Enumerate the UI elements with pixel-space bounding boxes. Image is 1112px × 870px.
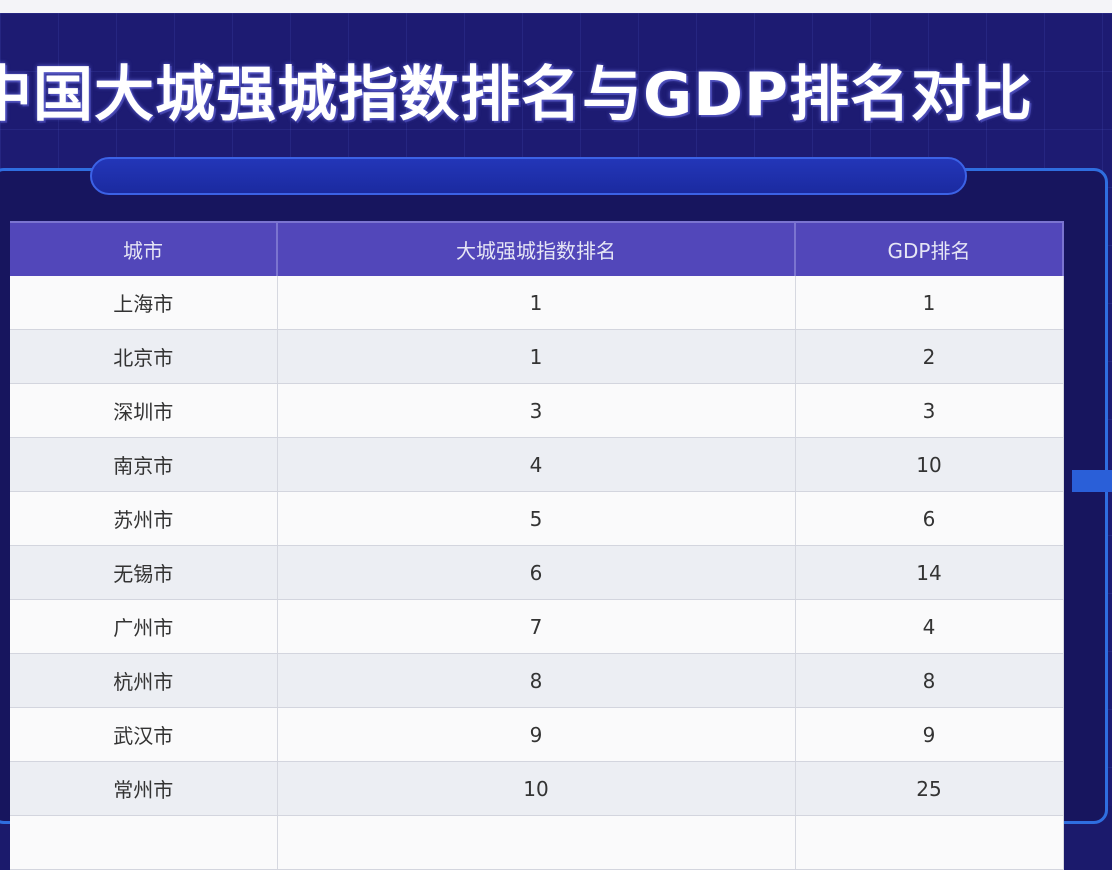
page-title: 中国大城强城指数排名与GDP排名对比 <box>0 60 1034 130</box>
cell-city: 武汉市 <box>10 707 278 762</box>
cell-index-rank: 5 <box>277 491 796 546</box>
table-row: 武汉市 9 9 <box>10 707 1064 762</box>
empty-cell <box>10 815 278 870</box>
cell-index-rank: 6 <box>277 545 796 600</box>
empty-cell <box>795 815 1064 870</box>
table-row: 无锡市 6 14 <box>10 545 1064 600</box>
table-row: 杭州市 8 8 <box>10 653 1064 708</box>
table-header-row: 城市 大城强城指数排名 GDP排名 <box>10 221 1064 276</box>
table-row: 北京市 1 2 <box>10 329 1064 384</box>
cell-gdp-rank: 1 <box>795 276 1064 330</box>
header-bar-decoration <box>90 157 967 195</box>
cell-gdp-rank: 6 <box>795 491 1064 546</box>
table-row: 深圳市 3 3 <box>10 383 1064 438</box>
cell-city: 深圳市 <box>10 383 278 438</box>
cell-gdp-rank: 4 <box>795 599 1064 654</box>
cell-gdp-rank: 10 <box>795 437 1064 492</box>
table-row: 南京市 4 10 <box>10 437 1064 492</box>
frame-decoration <box>1072 470 1112 492</box>
cell-gdp-rank: 3 <box>795 383 1064 438</box>
cell-city: 无锡市 <box>10 545 278 600</box>
cell-index-rank: 8 <box>277 653 796 708</box>
cell-gdp-rank: 2 <box>795 329 1064 384</box>
cell-city: 北京市 <box>10 329 278 384</box>
table-row: 苏州市 5 6 <box>10 491 1064 546</box>
table-row: 上海市 1 1 <box>10 276 1064 330</box>
header-index-rank: 大城强城指数排名 <box>277 221 796 276</box>
top-strip <box>0 0 1112 13</box>
empty-cell <box>277 815 796 870</box>
cell-gdp-rank: 25 <box>795 761 1064 816</box>
cell-city: 杭州市 <box>10 653 278 708</box>
cell-city: 上海市 <box>10 276 278 330</box>
cell-gdp-rank: 9 <box>795 707 1064 762</box>
cell-city: 常州市 <box>10 761 278 816</box>
header-gdp-rank: GDP排名 <box>795 221 1064 276</box>
cell-index-rank: 10 <box>277 761 796 816</box>
table-row-partial <box>10 815 1064 870</box>
header-city: 城市 <box>10 221 278 276</box>
cell-index-rank: 1 <box>277 329 796 384</box>
cell-index-rank: 1 <box>277 276 796 330</box>
cell-gdp-rank: 14 <box>795 545 1064 600</box>
table-row: 广州市 7 4 <box>10 599 1064 654</box>
cell-index-rank: 9 <box>277 707 796 762</box>
cell-city: 苏州市 <box>10 491 278 546</box>
cell-index-rank: 7 <box>277 599 796 654</box>
cell-gdp-rank: 8 <box>795 653 1064 708</box>
cell-city: 广州市 <box>10 599 278 654</box>
table-row: 常州市 10 25 <box>10 761 1064 816</box>
ranking-table: 城市 大城强城指数排名 GDP排名 上海市 1 1 北京市 1 2 深圳市 3 3 南京市 4 10 苏… <box>10 221 1064 870</box>
cell-index-rank: 3 <box>277 383 796 438</box>
cell-index-rank: 4 <box>277 437 796 492</box>
cell-city: 南京市 <box>10 437 278 492</box>
